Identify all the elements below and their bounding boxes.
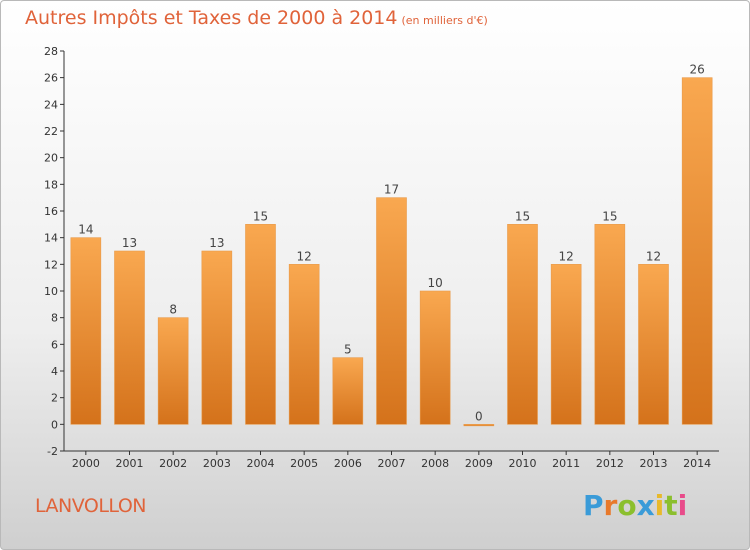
- place-name: LANVOLLON: [35, 495, 147, 517]
- brand-letter: t: [664, 489, 678, 522]
- y-tick-label: 20: [44, 152, 58, 165]
- x-tick-label: 2014: [683, 457, 711, 470]
- y-tick-label: 16: [44, 205, 58, 218]
- x-tick-label: 2001: [116, 457, 144, 470]
- chart-unit: (en milliers d'€): [401, 14, 488, 27]
- y-tick-label: 0: [51, 418, 58, 431]
- data-label: 0: [475, 409, 483, 423]
- y-tick-label: 6: [51, 338, 58, 351]
- data-label: 15: [602, 209, 617, 223]
- data-label: 15: [253, 209, 268, 223]
- y-tick-label: 18: [44, 178, 58, 191]
- x-tick-label: 2011: [552, 457, 580, 470]
- bars: [70, 77, 713, 427]
- brand-letter: o: [617, 489, 637, 522]
- x-tick-label: 2005: [290, 457, 318, 470]
- bar: [201, 250, 233, 425]
- brand-letter: i: [654, 489, 665, 522]
- x-tick-label: 2010: [509, 457, 537, 470]
- data-label: 12: [646, 249, 661, 263]
- x-tick-label: 2009: [465, 457, 493, 470]
- bar: [376, 197, 407, 425]
- brand-letter: x: [636, 489, 655, 522]
- data-labels: 14 13 8 13 15 12 5 17 10 0 15 12 15 12 26: [78, 63, 705, 424]
- data-label: 14: [78, 223, 93, 237]
- brand-letter: i: [677, 489, 688, 522]
- data-label: 26: [690, 63, 705, 77]
- chart-title-text: Autres Impôts et Taxes de 2000 à 2014: [25, 7, 398, 29]
- chart-title: Autres Impôts et Taxes de 2000 à 2014 (en…: [25, 7, 488, 29]
- y-tick-label: 28: [44, 45, 58, 58]
- x-tick-label: 2007: [378, 457, 406, 470]
- data-label: 13: [209, 236, 224, 250]
- x-tick-label: 2013: [640, 457, 668, 470]
- y-tick-label: 12: [44, 258, 58, 271]
- data-label: 13: [122, 236, 137, 250]
- x-tick-label: 2006: [334, 457, 362, 470]
- y-tick-label: 14: [44, 232, 58, 245]
- brand-letter: P: [583, 489, 604, 522]
- brand-letter: r: [603, 489, 618, 522]
- data-label: 5: [344, 343, 352, 357]
- y-tick-label: 24: [44, 98, 58, 111]
- bar: [507, 224, 538, 425]
- data-label: 12: [297, 249, 312, 263]
- data-label: 17: [384, 183, 399, 197]
- data-label: 12: [559, 249, 574, 263]
- bar: [114, 250, 145, 425]
- bar: [288, 264, 320, 425]
- brand-logo: Proxiti: [583, 489, 687, 522]
- bar: [550, 264, 582, 425]
- data-label: 10: [428, 276, 443, 290]
- y-tick-label: 2: [51, 392, 58, 405]
- bar: [638, 264, 669, 425]
- y-tick-label: 26: [44, 72, 58, 85]
- data-label: 8: [169, 303, 177, 317]
- bar: [245, 224, 276, 425]
- y-tick-label: -2: [47, 445, 58, 458]
- y-tick-label: 8: [51, 312, 58, 325]
- x-tick-label: 2004: [247, 457, 275, 470]
- bar: [681, 77, 713, 425]
- bar: [157, 317, 189, 425]
- bar: [419, 290, 451, 425]
- y-tick-label: 4: [51, 365, 58, 378]
- x-tick-label: 2002: [159, 457, 187, 470]
- x-tick-label: 2008: [421, 457, 449, 470]
- x-tick-label: 2012: [596, 457, 624, 470]
- bar: [332, 357, 364, 425]
- y-tick-label: 10: [44, 285, 58, 298]
- y-tick-label: 22: [44, 125, 58, 138]
- x-tick-label: 2003: [203, 457, 231, 470]
- bar: [463, 424, 495, 427]
- x-tick-label: 2000: [72, 457, 100, 470]
- data-label: 15: [515, 209, 530, 223]
- bar: [594, 224, 626, 425]
- bar: [70, 237, 102, 425]
